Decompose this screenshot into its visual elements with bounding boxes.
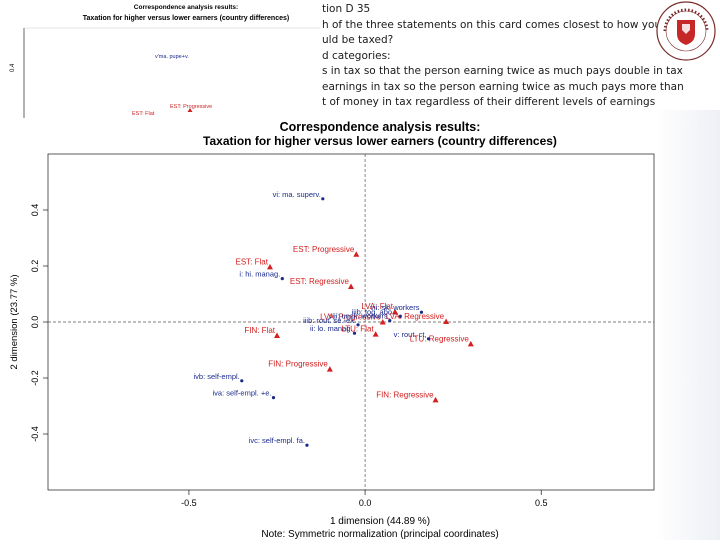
- country-point-marker: [379, 319, 386, 325]
- chart-image: Correspondence analysis results: Taxatio…: [0, 118, 655, 545]
- thumbnail-svg: Correspondence analysis results: Taxatio…: [10, 4, 320, 118]
- correspondence-chart: Correspondence analysis results: Taxatio…: [0, 118, 655, 540]
- country-point-marker: [443, 318, 450, 324]
- slide-line: tion D 35: [322, 3, 371, 15]
- occupation-point-marker: [321, 197, 325, 201]
- y-axis-label: 2 dimension (23.77 %): [9, 274, 20, 369]
- country-point-label: EST: Regressive: [290, 277, 350, 286]
- occupation-point-label: v: rout. ct.: [394, 330, 427, 339]
- occupation-point-marker: [240, 379, 244, 383]
- thumbnail-label: EST: Flat: [132, 111, 155, 117]
- country-point-label: LVA: Flat: [361, 302, 393, 311]
- thumbnail-tick: 0.4: [10, 63, 16, 72]
- thumbnail-subtitle: Taxation for higher versus lower earners…: [83, 15, 289, 22]
- y-tick-label: -0.2: [30, 370, 40, 386]
- country-point-label: FIN: Progressive: [268, 360, 328, 369]
- x-tick-label: 0.5: [535, 498, 548, 508]
- axes-group: -0.5 0.0 0.5 -0.4 -0.2 0.0 0.2 0.4: [30, 154, 654, 508]
- country-point-marker: [432, 396, 439, 403]
- chart-subtitle: Taxation for higher versus lower earners…: [203, 134, 557, 148]
- occupation-point-label: iva: self-empl. +e.: [213, 389, 272, 398]
- chart-note: Note: Symmetric normalization (principal…: [261, 529, 498, 540]
- occupation-point-marker: [426, 337, 431, 341]
- y-tick-label: 0.0: [30, 316, 40, 329]
- occupation-point-label: iiib: tog. abo...: [352, 307, 399, 316]
- country-point-label: EST: Flat: [236, 257, 269, 266]
- thumbnail-chart: Correspondence analysis results: Taxatio…: [0, 0, 320, 118]
- slide-line: d categories:: [322, 49, 391, 62]
- x-axis-label: 1 dimension (44.89 %): [330, 516, 430, 527]
- chart-background: [0, 118, 655, 540]
- thumbnail-marker: [187, 108, 193, 112]
- thumbnail-title: Correspondence analysis results:: [134, 4, 238, 11]
- occupation-point-label: vii: sk. workers: [370, 303, 419, 312]
- y-tick-label: 0.4: [30, 204, 40, 217]
- country-point-label: LTU: Flat: [341, 325, 374, 334]
- x-tick-label: 0.0: [359, 498, 372, 508]
- slide-line: t of money in tax regardless of their di…: [322, 96, 656, 108]
- country-point-label: EST: Progressive: [293, 245, 355, 254]
- occupation-point-label: iiib: rout. se.-ex.: [303, 316, 356, 325]
- occupation-point-label: ivc: self-empl. fa.: [249, 436, 305, 445]
- occupation-point-marker: [280, 277, 284, 281]
- country-point-marker: [372, 331, 379, 337]
- country-point-marker: [353, 251, 360, 257]
- country-point-marker: [274, 332, 281, 338]
- chart-title: Correspondence analysis results:: [280, 120, 481, 134]
- university-seal-logo: [655, 0, 717, 62]
- slide-side-shade: [655, 110, 720, 540]
- thumbnail-label: EST: Progressive: [170, 104, 212, 110]
- slide-line: h of the three statements on this card c…: [322, 18, 691, 31]
- occupation-point-marker: [398, 314, 402, 318]
- occupation-point-marker: [356, 323, 360, 327]
- occupation-point-label: viii: unsk. workers: [329, 312, 388, 321]
- y-tick-label: -0.4: [30, 426, 40, 442]
- slide-line: uld be taxed?: [322, 34, 394, 46]
- occupation-point-label: i: hi. manag.: [239, 270, 280, 279]
- slide-line: earnings in tax so the person earning tw…: [322, 80, 684, 93]
- marks-group: EST: Progressive EST: Flat EST: Regressive…: [194, 190, 474, 447]
- occupation-point-label: ii: lo. manag.: [310, 324, 353, 333]
- occupation-point-label: vi: ma. superv.: [273, 190, 321, 199]
- y-tick-label: 0.2: [30, 260, 40, 273]
- occupation-point-marker: [271, 396, 276, 400]
- country-point-label: FIN: Regressive: [376, 390, 434, 399]
- country-point-marker: [266, 263, 273, 270]
- slide-line: s in tax so that the person earning twic…: [322, 65, 683, 77]
- thumbnail-label: v'ma. pupe+v.: [155, 54, 189, 60]
- country-point-marker: [467, 340, 474, 347]
- x-tick-label: -0.5: [181, 498, 197, 508]
- country-point-marker: [392, 308, 399, 315]
- country-point-marker: [326, 366, 333, 372]
- occupation-point-marker: [419, 310, 424, 314]
- country-point-label: LVA: Progressive: [320, 313, 381, 322]
- country-point-label: FIN: Flat: [244, 326, 275, 335]
- occupation-point-marker: [388, 319, 392, 323]
- country-point-label: LTU: Regressive: [410, 334, 470, 343]
- country-point-marker: [348, 283, 354, 289]
- occupation-point-label: ivb: self-empl.: [194, 372, 240, 381]
- occupation-point-marker: [352, 331, 357, 335]
- country-point-label: LVA: Regressive: [386, 312, 445, 321]
- slide-text: tion D 35 h of the three statements on t…: [322, 2, 702, 111]
- occupation-point-marker: [305, 443, 309, 447]
